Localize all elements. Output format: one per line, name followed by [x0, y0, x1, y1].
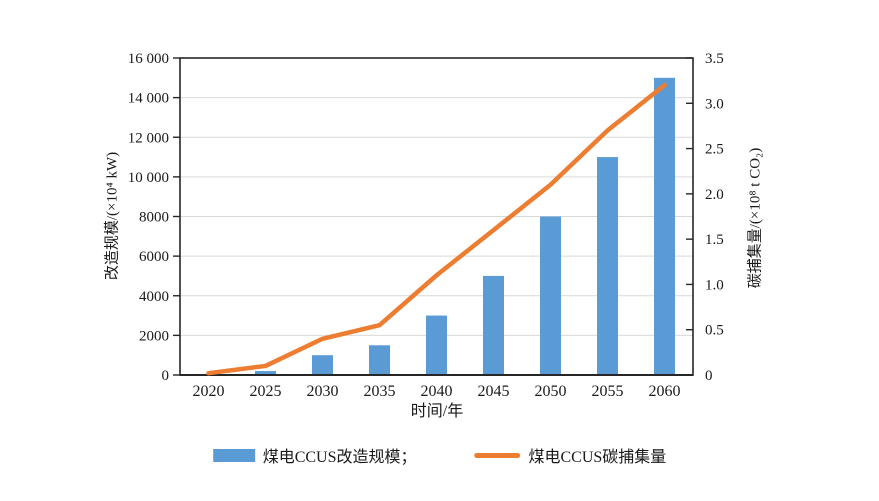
x-tick-label-2025: 2025	[250, 383, 282, 400]
bar-2045	[483, 275, 504, 375]
right-axis-tick-label: 1.5	[705, 232, 724, 248]
left-axis-tick-label: 6000	[139, 249, 169, 265]
left-axis-tick-label: 0	[162, 368, 170, 384]
legend: 煤电CCUS改造规模； 煤电CCUS碳捕集量	[212, 443, 667, 467]
x-tick-label-2040: 2040	[421, 383, 453, 400]
left-axis-tick-label: 8000	[139, 210, 169, 226]
bar-2060	[654, 77, 675, 375]
x-tick-label-2035: 2035	[364, 383, 396, 400]
capture-line	[206, 82, 667, 376]
x-tick-label-2060: 2060	[649, 383, 681, 400]
right-axis-tick-label: 3.5	[705, 51, 724, 67]
left-axis-tick-label: 10 000	[128, 170, 169, 186]
right-axis-tick-label: 1.0	[705, 277, 724, 293]
bar-2030	[312, 355, 333, 375]
bar-2040	[426, 315, 447, 375]
bar-2035	[369, 345, 390, 375]
bar-2025	[255, 371, 276, 375]
right-axis-tick-label: 2.0	[705, 187, 724, 203]
right-axis-tick-label: 2.5	[705, 142, 724, 158]
line-series-swatch	[474, 452, 521, 458]
left-axis-tick-label: 4000	[139, 289, 169, 305]
left-axis-tick-label: 2000	[139, 328, 169, 344]
x-tick-label-2055: 2055	[592, 383, 624, 400]
right-axis-tick-label: 0.5	[705, 323, 724, 339]
left-axis-title: 改造规模/(×10⁴ kW)	[104, 151, 121, 281]
x-tick-label-2030: 2030	[307, 383, 339, 400]
left-axis-tick-label: 16 000	[128, 51, 169, 67]
legend-item-line: 煤电CCUS碳捕集量	[474, 443, 667, 467]
right-axis-title: 碳捕集量/(×10⁸ t CO₂)	[747, 147, 764, 289]
left-axis-tick-label: 12 000	[128, 130, 169, 146]
bar-series-swatch	[212, 448, 255, 462]
legend-line-label: 煤电CCUS碳捕集量	[528, 449, 667, 466]
x-tick-label-2045: 2045	[478, 383, 510, 400]
right-axis-tick-label: 0	[705, 368, 713, 384]
x-axis-title: 时间/年	[410, 403, 464, 420]
right-axis-tick-label: 3.0	[705, 96, 724, 112]
legend-bar-label: 煤电CCUS改造规模；	[262, 449, 417, 466]
bar-2055	[597, 157, 618, 375]
x-tick-label-2050: 2050	[535, 383, 567, 400]
x-tick-label-2020: 2020	[193, 383, 225, 400]
left-axis-tick-label: 14 000	[128, 91, 169, 107]
bar-2050	[540, 216, 561, 375]
legend-item-bar: 煤电CCUS改造规模；	[212, 443, 417, 467]
